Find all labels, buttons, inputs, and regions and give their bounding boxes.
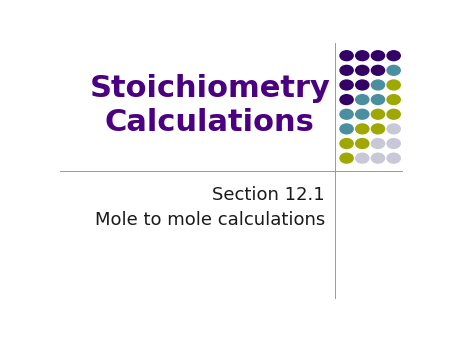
Circle shape <box>387 80 400 90</box>
Circle shape <box>371 51 385 61</box>
Text: Section 12.1
Mole to mole calculations: Section 12.1 Mole to mole calculations <box>94 186 325 228</box>
Circle shape <box>340 124 353 134</box>
Circle shape <box>387 51 400 61</box>
Circle shape <box>371 124 385 134</box>
Circle shape <box>387 139 400 148</box>
Circle shape <box>371 153 385 163</box>
Circle shape <box>340 109 353 119</box>
Circle shape <box>387 95 400 104</box>
Circle shape <box>340 95 353 104</box>
Circle shape <box>356 51 369 61</box>
Circle shape <box>356 153 369 163</box>
Circle shape <box>340 66 353 75</box>
Circle shape <box>356 109 369 119</box>
Circle shape <box>371 66 385 75</box>
Circle shape <box>387 153 400 163</box>
Circle shape <box>340 51 353 61</box>
Circle shape <box>371 139 385 148</box>
Circle shape <box>356 80 369 90</box>
Circle shape <box>356 66 369 75</box>
Circle shape <box>371 109 385 119</box>
Circle shape <box>356 139 369 148</box>
Circle shape <box>387 124 400 134</box>
Circle shape <box>371 80 385 90</box>
Circle shape <box>387 66 400 75</box>
Circle shape <box>371 95 385 104</box>
Circle shape <box>340 139 353 148</box>
Circle shape <box>340 80 353 90</box>
Circle shape <box>340 153 353 163</box>
Circle shape <box>356 124 369 134</box>
Text: Stoichiometry
Calculations: Stoichiometry Calculations <box>89 74 330 137</box>
Circle shape <box>356 95 369 104</box>
Circle shape <box>387 109 400 119</box>
